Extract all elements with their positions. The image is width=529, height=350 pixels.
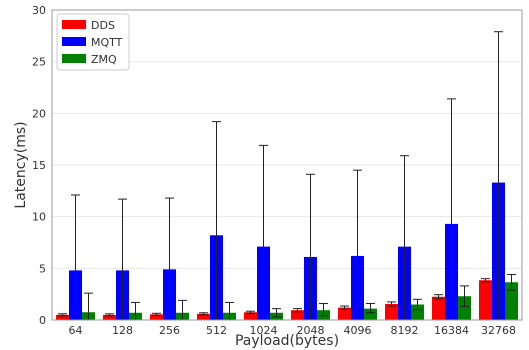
x-tick-label: 256	[159, 324, 180, 337]
bar-dds-128	[103, 314, 116, 320]
error-bar-dds-512	[199, 312, 208, 316]
error-bar-dds-16384	[434, 294, 443, 300]
bar-zmq-8192	[411, 304, 424, 320]
error-bar-zmq-32768	[507, 274, 516, 291]
error-bar-dds-4096	[340, 305, 349, 310]
x-axis-title: Payload(bytes)	[235, 333, 339, 349]
y-tick-label: 5	[39, 262, 46, 275]
x-tick-label: 4096	[344, 324, 372, 337]
x-tick-label: 2048	[297, 324, 325, 337]
x-tick-label: 16384	[434, 324, 469, 337]
x-tick-labels: 64 128 256 512 1024 2048 4096 8192 16384 32768	[69, 324, 517, 337]
error-bars	[58, 31, 516, 321]
bar-dds-16384	[432, 296, 445, 320]
bar-zmq-32768	[505, 282, 518, 320]
legend-label-dds: DDS	[91, 19, 115, 32]
error-bar-dds-32768	[481, 278, 490, 283]
y-axis-title: Latency(ms)	[13, 121, 29, 208]
y-tick-label: 20	[32, 107, 46, 120]
bar-dds-2048	[291, 310, 304, 320]
x-tick-label: 64	[69, 324, 83, 337]
bar-dds-1024	[244, 312, 257, 320]
x-tick-label: 8192	[391, 324, 419, 337]
bar-dds-32768	[479, 280, 492, 320]
error-bar-zmq-4096	[366, 302, 375, 314]
x-tick-label: 32768	[481, 324, 516, 337]
plot-frame	[51, 9, 523, 321]
legend-label-zmq: ZMQ	[91, 53, 117, 66]
error-bar-dds-2048	[293, 308, 302, 313]
legend-swatch-dds	[62, 20, 86, 29]
bar-dds-256	[150, 314, 163, 320]
legend: DDS MQTT ZMQ	[56, 13, 130, 71]
legend-swatch-zmq	[62, 54, 86, 63]
bar-zmq-16384	[458, 296, 471, 320]
error-bar-zmq-2048	[319, 302, 328, 317]
bar-zmq-4096	[364, 308, 377, 320]
y-tick-label: 25	[32, 56, 46, 69]
y-tick-label: 30	[32, 4, 46, 17]
bar-dds-4096	[338, 307, 351, 320]
y-tick-label: 10	[32, 211, 46, 224]
error-bar-zmq-1024	[272, 308, 281, 318]
error-bar-zmq-16384	[460, 285, 469, 308]
error-bar-dds-64	[58, 313, 67, 317]
legend-swatch-mqtt	[62, 37, 86, 46]
error-bar-zmq-8192	[413, 298, 422, 311]
x-tick-label: 1024	[250, 324, 278, 337]
x-tick-label: 512	[206, 324, 227, 337]
bar-dds-64	[56, 314, 69, 320]
bar-dds-8192	[385, 303, 398, 320]
legend-label-mqtt: MQTT	[91, 36, 123, 49]
y-tick-label: 15	[32, 159, 46, 172]
error-bar-dds-1024	[246, 310, 255, 314]
y-tick-label: 0	[39, 314, 46, 327]
y-tick-labels: 0 5 10 15 20 25 30	[32, 4, 46, 327]
bar-dds-512	[197, 313, 210, 320]
error-bar-dds-256	[152, 312, 161, 316]
error-bar-dds-8192	[387, 301, 396, 307]
error-bar-dds-128	[105, 313, 114, 317]
x-tick-label: 128	[112, 324, 133, 337]
